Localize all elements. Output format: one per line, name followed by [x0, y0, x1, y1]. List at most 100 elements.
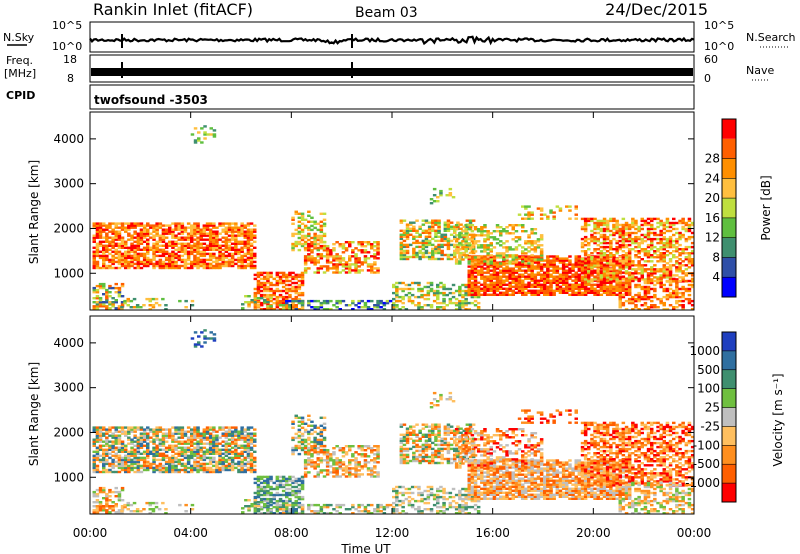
power-cell	[678, 243, 682, 247]
power-cell	[285, 273, 289, 277]
power-cell	[634, 219, 638, 223]
power-cell	[142, 258, 147, 262]
power-cell	[646, 260, 651, 263]
power-cell	[486, 285, 490, 288]
power-cell	[405, 255, 410, 259]
power-cell	[678, 231, 682, 235]
power-cell	[215, 248, 219, 251]
power-cell	[136, 264, 141, 268]
velocity-cell	[155, 444, 159, 447]
power-cell	[659, 276, 663, 279]
power-cell	[517, 238, 522, 241]
power-cell	[221, 240, 225, 243]
velocity-cell	[215, 430, 219, 433]
power-cell	[177, 238, 181, 241]
velocity-cell	[174, 460, 178, 464]
power-cell	[171, 242, 175, 245]
power-cell	[146, 258, 150, 262]
power-cell	[281, 279, 286, 283]
velocity-cell	[230, 432, 235, 435]
power-cell	[127, 234, 131, 237]
velocity-cell	[92, 464, 96, 468]
power-cell	[190, 264, 194, 268]
power-cell	[218, 238, 222, 241]
power-cell	[190, 226, 194, 229]
power-cell	[599, 257, 604, 260]
velocity-cell	[221, 466, 225, 470]
power-cell	[300, 242, 305, 246]
power-cell	[653, 250, 657, 253]
velocity-cell	[186, 426, 191, 429]
power-cell	[502, 279, 506, 282]
velocity-cell	[240, 430, 244, 433]
colorbar-segment	[722, 277, 736, 297]
power-cell	[462, 253, 466, 257]
power-cell	[549, 283, 553, 286]
power-cell	[521, 279, 525, 282]
power-cell	[443, 253, 448, 257]
velocity-cell	[127, 452, 131, 455]
power-cell	[593, 217, 597, 221]
power-cell	[98, 254, 103, 258]
power-cell	[202, 262, 207, 266]
power-cell	[558, 287, 563, 290]
power-cell	[602, 259, 607, 262]
power-cell	[322, 308, 327, 311]
power-cell	[539, 267, 544, 270]
power-cell	[152, 224, 156, 227]
power-cell	[637, 237, 641, 241]
power-cell	[476, 306, 481, 309]
power-cell	[583, 287, 588, 290]
power-cell	[224, 260, 229, 264]
power-cell	[508, 277, 512, 280]
power-cell	[678, 268, 682, 271]
power-cell	[524, 285, 528, 288]
power-cell	[580, 241, 585, 245]
power-cell	[467, 244, 471, 247]
power-cell	[171, 236, 175, 239]
power-cell	[95, 248, 100, 251]
power-cell	[275, 279, 280, 283]
power-cell	[446, 241, 451, 245]
velocity-cell	[158, 468, 163, 472]
velocity-cell	[120, 432, 125, 435]
power-cell	[440, 253, 444, 257]
power-cell	[212, 224, 216, 227]
power-cell	[193, 244, 197, 247]
power-cell	[590, 262, 594, 265]
power-cell	[127, 254, 131, 258]
power-cell	[149, 224, 153, 227]
velocity-cell	[183, 462, 188, 466]
power-cell	[486, 293, 490, 296]
power-cell	[149, 232, 153, 235]
velocity-cell	[177, 436, 181, 439]
velocity-cell	[177, 430, 181, 433]
power-cell	[291, 299, 295, 303]
power-cell	[470, 277, 475, 280]
power-cell	[675, 245, 679, 249]
power-cell	[690, 308, 695, 311]
velocity-cell	[249, 470, 254, 474]
power-cell	[243, 260, 247, 264]
power-cell	[650, 248, 654, 251]
power-cell	[627, 254, 632, 257]
power-cell	[609, 269, 613, 272]
power-cell	[186, 236, 191, 239]
power-cell	[454, 248, 459, 251]
power-cell	[643, 270, 648, 273]
power-cell	[609, 256, 613, 259]
power-cell	[615, 248, 619, 251]
power-cell	[399, 253, 404, 257]
power-cell	[684, 227, 689, 231]
power-cell	[92, 260, 96, 264]
power-cell	[486, 267, 490, 270]
power-cell	[640, 219, 644, 223]
power-cell	[637, 266, 641, 269]
power-cell	[577, 291, 582, 294]
power-cell	[206, 133, 210, 136]
power-cell	[212, 226, 216, 229]
power-cell	[605, 229, 610, 233]
power-cell	[124, 266, 128, 270]
power-cell	[465, 225, 470, 228]
power-cell	[552, 263, 556, 266]
